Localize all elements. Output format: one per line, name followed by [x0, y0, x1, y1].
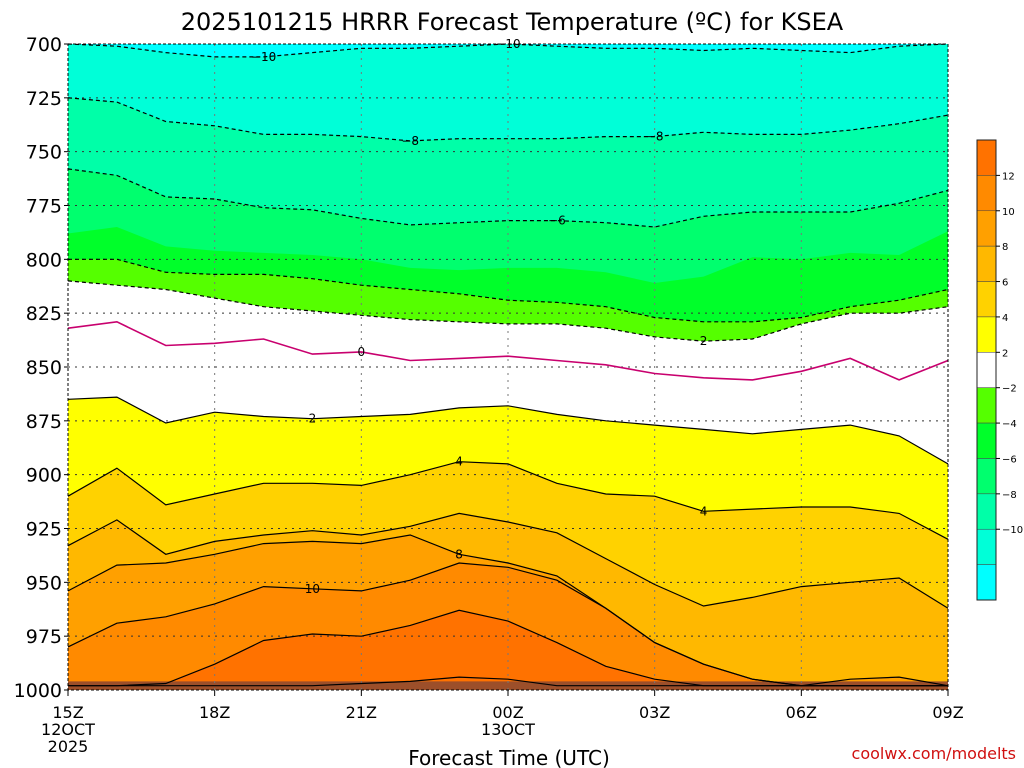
axes: 7007257507758008258508759009259509751000… [14, 34, 964, 756]
x-tick-label: 15Z [52, 703, 83, 722]
contour-label: −10 [251, 50, 276, 64]
y-tick-label: 1000 [14, 680, 62, 702]
contour-label: 2 [309, 412, 317, 426]
contour-line [67, 280, 949, 342]
colorbar-tick-label: −6 [1002, 454, 1017, 465]
colorbar-band [976, 175, 997, 212]
x-tick-label: 00Z [492, 703, 523, 722]
colorbar-tick-label: 6 [1002, 278, 1008, 289]
x-date-label: 12OCT [41, 720, 95, 739]
contour-label: 8 [455, 547, 463, 561]
y-tick-label: 775 [26, 196, 62, 218]
colorbar-band [976, 387, 997, 424]
colorbar-band [976, 245, 997, 282]
colorbar-band [976, 316, 997, 353]
credit-text: coolwx.com/modelts [852, 744, 1016, 763]
contour-line [67, 461, 949, 540]
contour-line [68, 258, 949, 323]
y-tick-label: 850 [26, 357, 62, 379]
x-tick-label: 21Z [346, 703, 377, 722]
y-tick-label: 900 [26, 465, 62, 487]
y-tick-label: 700 [26, 34, 62, 56]
y-tick-label: 875 [26, 411, 62, 433]
colorbar-legend: 12 10 8 6 4 2 −2 −4 −6 −8 −10 [976, 139, 1023, 601]
colorbar-band [976, 139, 997, 176]
y-tick-label: 950 [26, 572, 62, 594]
colorbar-tick-label: 2 [1002, 348, 1008, 359]
contour-label: −8 [646, 130, 664, 144]
contour-label: 2 [700, 334, 708, 348]
contour-label: 0 [358, 345, 366, 359]
y-tick-label: 825 [26, 303, 62, 325]
colorbar-tick-label: −8 [1002, 490, 1017, 501]
contour-line [67, 320, 949, 381]
contour-label: −6 [548, 214, 566, 228]
y-tick-label: 800 [26, 249, 62, 271]
colorbar-tick-label: 10 [1002, 207, 1015, 218]
colorbar-frame [976, 139, 997, 601]
colorbar-tick-label: 4 [1002, 313, 1008, 324]
x-date-label: 13OCT [481, 720, 535, 739]
ground-surface [68, 681, 948, 690]
x-axis-label: Forecast Time (UTC) [408, 746, 610, 768]
colorbar-band [976, 422, 997, 459]
y-tick-label: 750 [26, 142, 62, 164]
y-tick-label: 725 [26, 88, 62, 110]
colorbar-band [976, 528, 997, 565]
colorbar-band [976, 493, 997, 530]
colorbar-band [976, 352, 997, 388]
contour-label: 4 [700, 504, 708, 518]
x-tick-label: 03Z [639, 703, 670, 722]
colorbar-tick-label: −2 [1002, 384, 1017, 395]
colorbar-band [976, 564, 997, 601]
contour-line [67, 97, 949, 142]
grid-lines [68, 44, 948, 690]
colorbar-band [976, 281, 997, 318]
colorbar-band [976, 210, 997, 247]
x-tick-label: 09Z [932, 703, 963, 722]
contour-line [67, 512, 949, 609]
y-tick-label: 975 [26, 626, 62, 648]
colorbar-tick-label: 8 [1002, 242, 1008, 253]
x-tick-label: 18Z [199, 703, 230, 722]
contour-line [67, 396, 949, 465]
x-tick-label: 06Z [786, 703, 817, 722]
band-fill [68, 610, 948, 690]
contour-label: −8 [401, 134, 419, 148]
x-date-label: 2025 [48, 737, 89, 756]
colorbar-tick-label: −4 [1002, 419, 1017, 430]
colorbar-band [976, 458, 997, 495]
colorbar-tick-label: −10 [1002, 525, 1023, 536]
contour-label: 4 [455, 455, 463, 469]
colorbar-tick-label: 12 [1002, 171, 1015, 182]
contour-line [68, 676, 948, 687]
contour-label: 10 [305, 582, 320, 596]
chart-title: 2025101215 HRRR Forecast Temperature (ºC… [181, 8, 844, 36]
y-tick-label: 925 [26, 519, 62, 541]
